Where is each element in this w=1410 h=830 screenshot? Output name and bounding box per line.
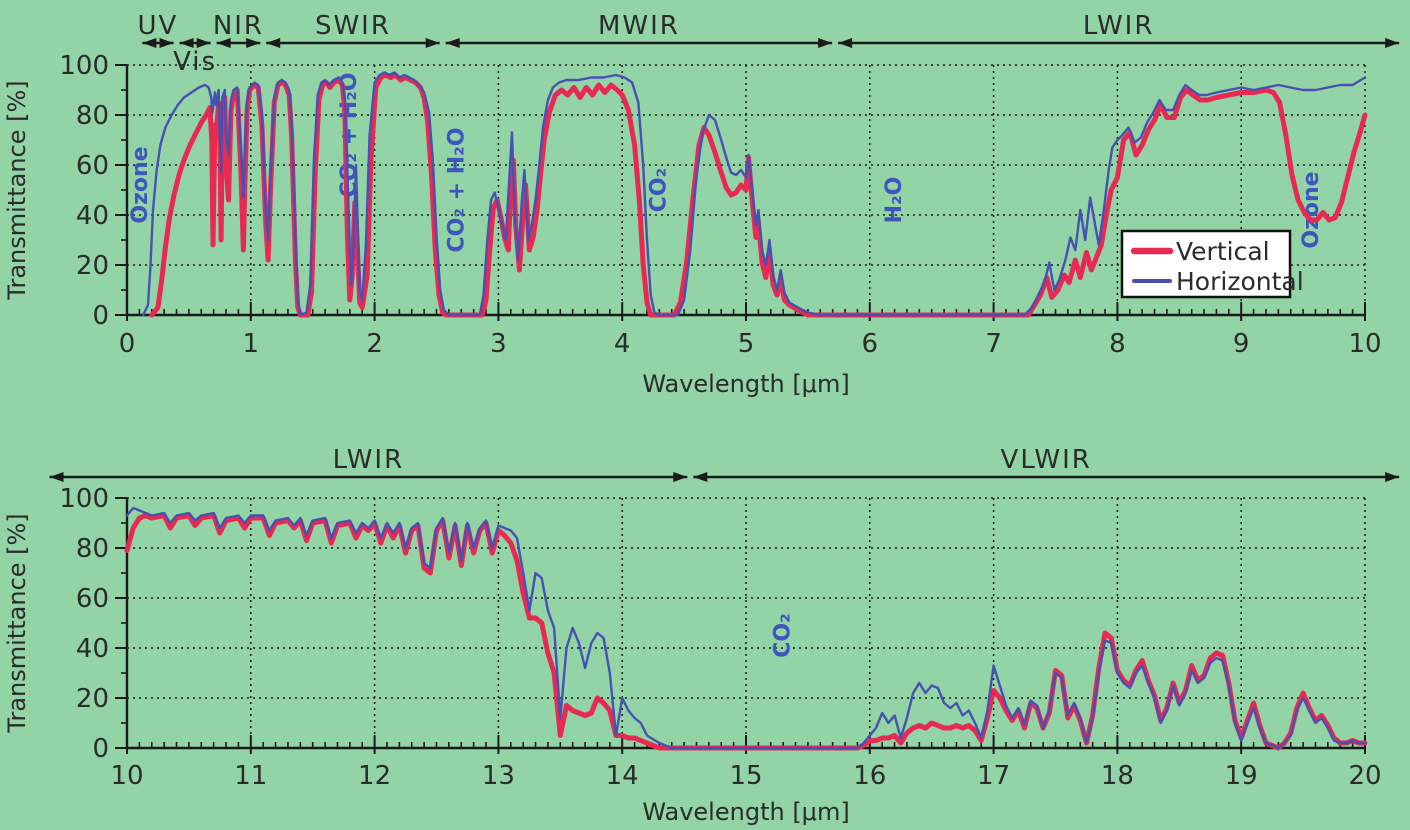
y-tick-label: 60 bbox=[76, 584, 109, 614]
x-tick-label: 6 bbox=[862, 329, 879, 359]
curve-vertical bbox=[124, 513, 1368, 751]
curve-horizontal bbox=[125, 506, 1367, 750]
y-tick-label: 0 bbox=[92, 301, 109, 331]
annotation-label: Ozone bbox=[128, 146, 153, 223]
band-arrowhead-right bbox=[673, 472, 688, 482]
y-tick-label: 80 bbox=[76, 101, 109, 131]
band-label-nir: NIR bbox=[213, 11, 264, 41]
legend-label-horizontal: Horizontal bbox=[1176, 267, 1304, 296]
annotation-label: H₂O bbox=[882, 177, 907, 224]
x-tick-label: 16 bbox=[853, 761, 886, 791]
x-tick-label: 4 bbox=[614, 329, 631, 359]
x-tick-label: 18 bbox=[1101, 761, 1134, 791]
x-tick-label: 19 bbox=[1225, 761, 1258, 791]
y-axis-title: Transmittance [%] bbox=[3, 80, 31, 300]
legend-label-vertical: Vertical bbox=[1176, 237, 1270, 266]
x-tick-label: 13 bbox=[482, 761, 515, 791]
x-tick-label: 9 bbox=[1233, 329, 1250, 359]
band-arrowhead-right bbox=[196, 38, 211, 48]
band-arrowhead-right bbox=[1385, 472, 1400, 482]
annotation-label: CO₂ bbox=[647, 168, 672, 212]
band-arrowhead-right bbox=[159, 38, 174, 48]
x-tick-label: 20 bbox=[1348, 761, 1381, 791]
x-tick-label: 1 bbox=[243, 329, 260, 359]
x-tick-label: 11 bbox=[234, 761, 267, 791]
x-tick-label: 10 bbox=[1348, 329, 1381, 359]
band-label-lwir: LWIR bbox=[333, 445, 405, 475]
x-tick-label: 17 bbox=[977, 761, 1010, 791]
x-tick-label: 3 bbox=[490, 329, 507, 359]
band-label-swir: SWIR bbox=[315, 11, 391, 41]
legend-box bbox=[1120, 229, 1292, 299]
y-tick-label: 60 bbox=[76, 151, 109, 181]
band-label-uv: UV bbox=[138, 11, 179, 41]
band-arrowhead-right bbox=[246, 38, 261, 48]
x-tick-label: 15 bbox=[729, 761, 762, 791]
band-label-mwir: MWIR bbox=[598, 11, 680, 41]
y-tick-label: 40 bbox=[76, 201, 109, 231]
curve-horizontal bbox=[141, 71, 1367, 317]
x-tick-label: 7 bbox=[985, 329, 1002, 359]
x-tick-label: 2 bbox=[366, 329, 383, 359]
annotation-label: CO₂ bbox=[770, 613, 795, 657]
x-axis-title: Wavelength [μm] bbox=[642, 798, 849, 826]
y-tick-label: 100 bbox=[59, 484, 109, 514]
y-axis-title: Transmittance [%] bbox=[3, 513, 31, 733]
y-tick-label: 40 bbox=[76, 634, 109, 664]
x-axis-title: Wavelength [μm] bbox=[642, 370, 849, 398]
band-label-vis: Vis bbox=[173, 47, 217, 77]
band-arrowhead-left bbox=[142, 38, 157, 48]
x-tick-label: 0 bbox=[119, 329, 136, 359]
y-tick-label: 20 bbox=[76, 251, 109, 281]
band-arrowhead-left bbox=[838, 38, 853, 48]
panel-bottom: 10 11 12 13 14 15 16 17 18 19 20 0 20 40 60 80 100 Wavele… bbox=[3, 445, 1400, 826]
band-arrowhead-right bbox=[818, 38, 833, 48]
annotation-label: CO₂ + H₂O bbox=[445, 127, 470, 252]
x-tick-label: 8 bbox=[1109, 329, 1126, 359]
y-tick-label: 100 bbox=[59, 51, 109, 81]
band-arrowhead-left bbox=[445, 38, 460, 48]
x-tick-label: 5 bbox=[738, 329, 755, 359]
band-arrowhead-left bbox=[266, 38, 281, 48]
y-tick-label: 20 bbox=[76, 684, 109, 714]
band-arrowhead-left bbox=[179, 38, 194, 48]
band-arrowhead-left bbox=[216, 38, 231, 48]
y-tick-label: 0 bbox=[92, 734, 109, 764]
y-tick-label: 80 bbox=[76, 534, 109, 564]
band-arrowhead-right bbox=[1385, 38, 1400, 48]
x-tick-label: 10 bbox=[110, 761, 143, 791]
band-arrowhead-left bbox=[49, 472, 64, 482]
band-label-vlwir: VLWIR bbox=[1001, 445, 1092, 475]
band-arrowhead-left bbox=[693, 472, 708, 482]
band-label-lwir: LWIR bbox=[1083, 11, 1155, 41]
band-arrowhead-right bbox=[425, 38, 440, 48]
x-tick-label: 12 bbox=[358, 761, 391, 791]
x-tick-label: 14 bbox=[606, 761, 639, 791]
